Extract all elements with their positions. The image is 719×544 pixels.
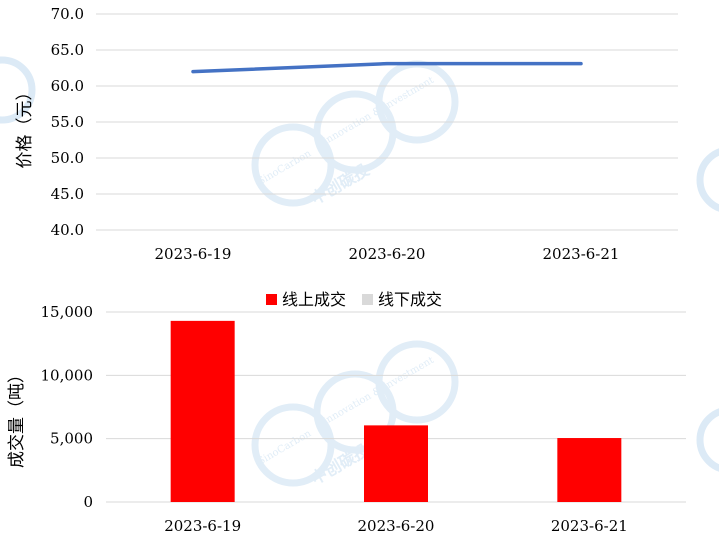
y-axis-title: 成交量（吨）	[7, 366, 27, 468]
price-line-chart: 40.0 45.0 50.0 55.0 60.0 65.0 70.0 2023-6-19 202…	[15, 5, 678, 263]
x-tick-label: 2023-6-21	[543, 245, 620, 263]
x-tick-label: 2023-6-20	[358, 517, 435, 535]
y-tick-label: 0	[83, 493, 93, 511]
legend-label: 线下成交	[378, 290, 442, 309]
watermark-ring	[0, 56, 36, 124]
price-point	[579, 62, 583, 66]
bar-online	[364, 425, 428, 502]
legend-swatch-offline	[362, 294, 373, 305]
legend-swatch-online	[266, 294, 277, 305]
y-tick-label: 45.0	[51, 185, 84, 203]
volume-bar-chart: 0 5,000 10,000 15,000 2023-6-19 2023-6-20 2023…	[7, 290, 686, 535]
watermark-ring	[696, 148, 719, 212]
bar-online	[557, 438, 622, 502]
x-tick-label: 2023-6-21	[551, 517, 628, 535]
y-tick-label: 60.0	[51, 77, 84, 95]
y-tick-label: 55.0	[51, 113, 84, 131]
x-tick-label: 2023-6-20	[349, 245, 426, 263]
y-tick-label: 10,000	[41, 366, 94, 384]
price-point	[191, 70, 195, 74]
y-tick-label: 70.0	[51, 5, 84, 23]
watermark-tagline: SinoCarbon	[256, 428, 314, 468]
legend: 线上成交 线下成交	[266, 290, 442, 309]
x-tick-label: 2023-6-19	[155, 245, 232, 263]
watermark-ring	[696, 408, 719, 472]
legend-label: 线上成交	[282, 290, 346, 309]
y-tick-label: 15,000	[41, 303, 94, 321]
price-point	[385, 62, 389, 66]
y-tick-label: 5,000	[50, 430, 93, 448]
y-axis-title: 价格（元）	[15, 84, 35, 169]
y-tick-label: 65.0	[51, 41, 84, 59]
y-tick-label: 40.0	[51, 221, 84, 239]
watermark-tagline: SinoCarbon	[256, 148, 314, 188]
y-tick-label: 50.0	[51, 149, 84, 167]
watermark-ring	[375, 340, 459, 424]
bar-online	[170, 320, 235, 502]
x-tick-label: 2023-6-19	[164, 517, 241, 535]
